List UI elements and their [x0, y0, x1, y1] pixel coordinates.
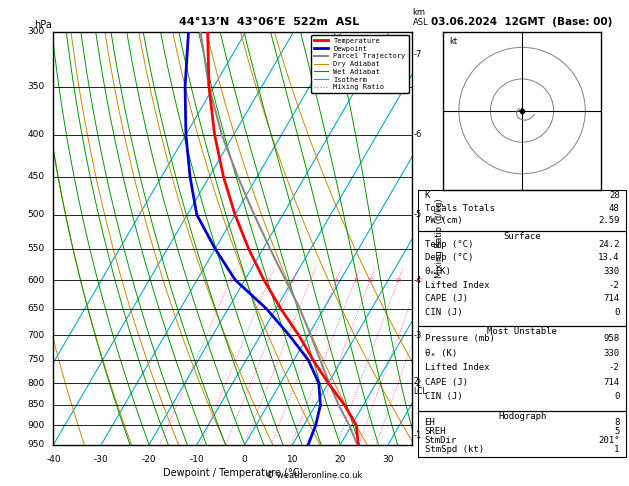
Text: -7: -7 [413, 50, 422, 59]
Text: Surface: Surface [503, 232, 541, 241]
Text: 330: 330 [603, 349, 620, 358]
Text: Totals Totals: Totals Totals [425, 204, 494, 212]
Text: EH: EH [425, 418, 435, 428]
Text: 48: 48 [609, 204, 620, 212]
Text: 13.4: 13.4 [598, 253, 620, 262]
Text: -5: -5 [413, 210, 421, 219]
Text: 2: 2 [267, 278, 271, 282]
Text: -10: -10 [189, 455, 204, 464]
Text: 2.59: 2.59 [598, 216, 620, 225]
Text: 400: 400 [28, 130, 45, 139]
Text: 1: 1 [615, 445, 620, 454]
Text: 0: 0 [615, 392, 620, 401]
Text: 714: 714 [603, 294, 620, 303]
Text: -2: -2 [413, 379, 421, 388]
Text: Hodograph: Hodograph [498, 412, 546, 421]
Text: -3: -3 [413, 331, 422, 340]
Text: 30: 30 [382, 455, 394, 464]
Text: 20: 20 [415, 278, 423, 282]
Text: 950: 950 [27, 440, 45, 449]
Text: 8: 8 [615, 418, 620, 428]
Text: 500: 500 [27, 210, 45, 219]
Text: 44°13’N  43°06’E  522m  ASL: 44°13’N 43°06’E 522m ASL [179, 17, 359, 27]
Text: Lifted Index: Lifted Index [425, 363, 489, 372]
Text: 28: 28 [609, 191, 620, 200]
Text: -40: -40 [46, 455, 61, 464]
Text: hPa: hPa [34, 19, 52, 30]
Text: -1: -1 [413, 431, 421, 440]
Text: 4: 4 [308, 278, 313, 282]
Text: Lifted Index: Lifted Index [425, 280, 489, 290]
Text: Mixing Ratio (g/kg): Mixing Ratio (g/kg) [435, 198, 444, 278]
Text: kt: kt [449, 37, 457, 46]
Text: 800: 800 [27, 379, 45, 388]
Text: -4: -4 [413, 276, 421, 284]
Text: -6: -6 [413, 130, 422, 139]
Text: CIN (J): CIN (J) [425, 392, 462, 401]
Text: 550: 550 [27, 244, 45, 253]
Text: 350: 350 [27, 82, 45, 91]
Text: PW (cm): PW (cm) [425, 216, 462, 225]
Text: 1: 1 [228, 278, 232, 282]
Text: 20: 20 [335, 455, 346, 464]
Text: Pressure (mb): Pressure (mb) [425, 334, 494, 344]
Text: θₑ(K): θₑ(K) [425, 267, 452, 276]
Text: 450: 450 [28, 173, 45, 181]
Text: θₑ (K): θₑ (K) [425, 349, 457, 358]
Text: CAPE (J): CAPE (J) [425, 378, 467, 386]
Text: Most Unstable: Most Unstable [487, 327, 557, 336]
Text: 650: 650 [27, 304, 45, 313]
Text: Dewp (°C): Dewp (°C) [425, 253, 473, 262]
Text: 201°: 201° [598, 436, 620, 445]
Text: CIN (J): CIN (J) [425, 308, 462, 317]
Text: 750: 750 [27, 355, 45, 364]
X-axis label: Dewpoint / Temperature (°C): Dewpoint / Temperature (°C) [163, 469, 303, 478]
Text: 03.06.2024  12GMT  (Base: 00): 03.06.2024 12GMT (Base: 00) [431, 17, 613, 27]
Text: 3: 3 [291, 278, 295, 282]
Text: StmDir: StmDir [425, 436, 457, 445]
Text: SREH: SREH [425, 427, 446, 436]
Text: K: K [425, 191, 430, 200]
Text: CAPE (J): CAPE (J) [425, 294, 467, 303]
Text: 714: 714 [603, 378, 620, 386]
Text: 700: 700 [27, 331, 45, 340]
Text: 24.2: 24.2 [598, 240, 620, 249]
Text: 0: 0 [615, 308, 620, 317]
Text: Temp (°C): Temp (°C) [425, 240, 473, 249]
Text: © weatheronline.co.uk: © weatheronline.co.uk [266, 471, 363, 480]
Text: 958: 958 [603, 334, 620, 344]
Text: 300: 300 [27, 27, 45, 36]
Text: -2: -2 [609, 363, 620, 372]
Text: 6: 6 [334, 278, 338, 282]
Text: 10: 10 [366, 278, 374, 282]
Text: 900: 900 [27, 421, 45, 430]
Text: 5: 5 [615, 427, 620, 436]
Text: 10: 10 [287, 455, 298, 464]
Text: -20: -20 [142, 455, 157, 464]
Text: -30: -30 [94, 455, 109, 464]
Text: 330: 330 [603, 267, 620, 276]
Text: 8: 8 [353, 278, 357, 282]
Text: 0: 0 [242, 455, 248, 464]
Text: StmSpd (kt): StmSpd (kt) [425, 445, 484, 454]
Legend: Temperature, Dewpoint, Parcel Trajectory, Dry Adiabat, Wet Adiabat, Isotherm, Mi: Temperature, Dewpoint, Parcel Trajectory… [311, 35, 408, 93]
Text: -2: -2 [609, 280, 620, 290]
Text: 15: 15 [394, 278, 403, 282]
Text: 2
LCL: 2 LCL [413, 377, 427, 397]
Text: 850: 850 [27, 400, 45, 409]
Text: km
ASL: km ASL [413, 8, 428, 27]
Text: 600: 600 [27, 276, 45, 284]
